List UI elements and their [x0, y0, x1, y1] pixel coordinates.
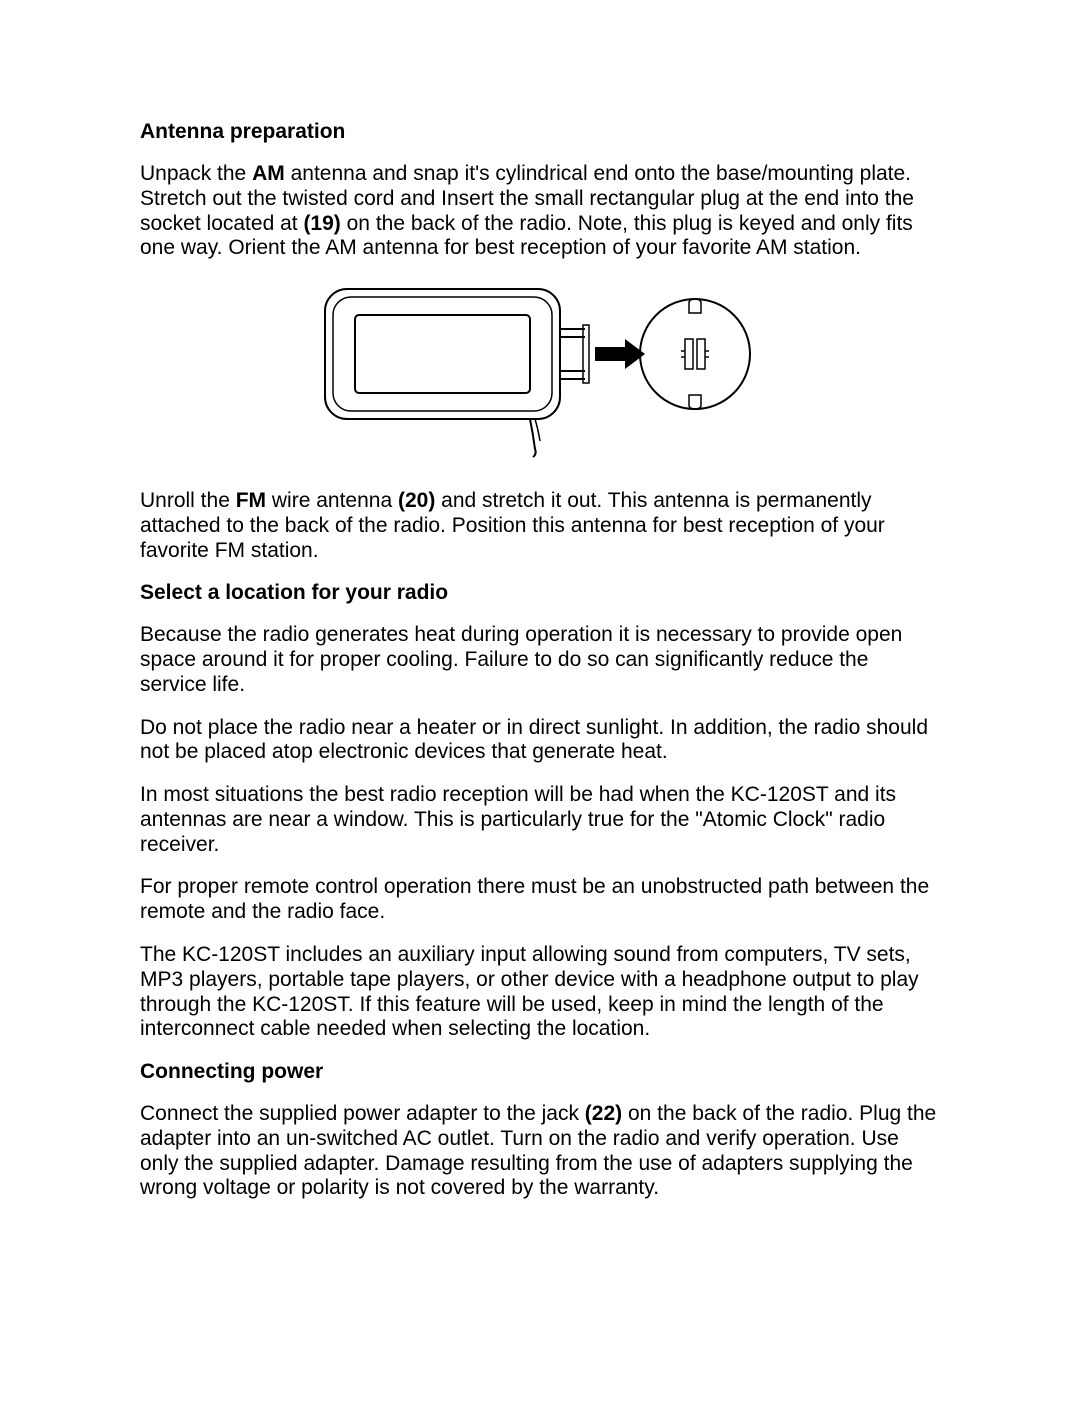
heading-location: Select a location for your radio [140, 581, 940, 605]
paragraph-location-5: The KC-120ST includes an auxiliary input… [140, 943, 940, 1042]
ref-20: (20) [398, 489, 435, 512]
fm-label: FM [236, 489, 266, 512]
heading-antenna: Antenna preparation [140, 120, 940, 144]
text: wire antenna [266, 489, 398, 512]
text: Unroll the [140, 489, 236, 512]
document-page: Antenna preparation Unpack the AM antenn… [0, 0, 1080, 1419]
paragraph-fm-antenna: Unroll the FM wire antenna (20) and stre… [140, 489, 940, 563]
paragraph-location-4: For proper remote control operation ther… [140, 875, 940, 925]
antenna-diagram [305, 279, 775, 459]
heading-power: Connecting power [140, 1060, 940, 1084]
ref-22: (22) [585, 1102, 622, 1125]
am-label: AM [252, 162, 285, 185]
text: Unpack the [140, 162, 252, 185]
paragraph-location-3: In most situations the best radio recept… [140, 783, 940, 857]
text: Connect the supplied power adapter to th… [140, 1102, 585, 1125]
ref-19: (19) [303, 212, 340, 235]
paragraph-power: Connect the supplied power adapter to th… [140, 1102, 940, 1201]
paragraph-location-2: Do not place the radio near a heater or … [140, 716, 940, 766]
paragraph-location-1: Because the radio generates heat during … [140, 623, 940, 697]
paragraph-am-antenna: Unpack the AM antenna and snap it's cyli… [140, 162, 940, 261]
